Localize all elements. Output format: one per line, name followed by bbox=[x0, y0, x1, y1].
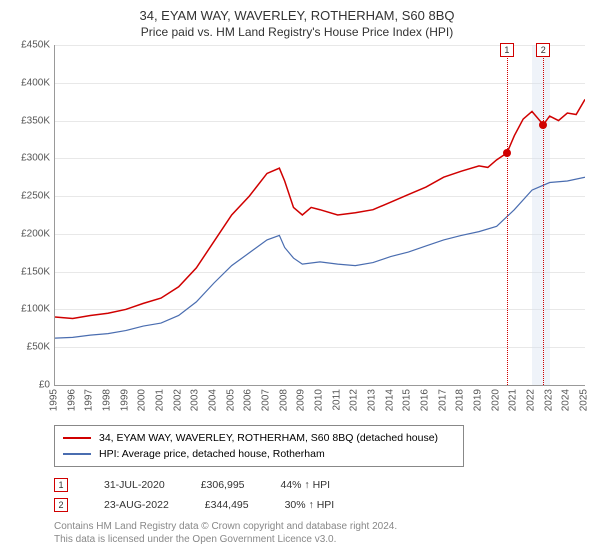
chart-container: 34, EYAM WAY, WAVERLEY, ROTHERHAM, S60 8… bbox=[0, 0, 600, 560]
xtick-label: 2018 bbox=[455, 389, 466, 411]
xtick-label: 2001 bbox=[155, 389, 166, 411]
ytick-label: £100K bbox=[6, 304, 50, 315]
disclaimer-line: This data is licensed under the Open Gov… bbox=[54, 534, 584, 547]
legend-item: 34, EYAM WAY, WAVERLEY, ROTHERHAM, S60 8… bbox=[63, 430, 455, 446]
legend-swatch bbox=[63, 453, 91, 455]
ytick-label: £350K bbox=[6, 115, 50, 126]
marker-box: 2 bbox=[536, 43, 550, 57]
xtick-label: 2009 bbox=[296, 389, 307, 411]
plot-area: 12 bbox=[54, 45, 585, 386]
series-line-property bbox=[55, 99, 585, 318]
ytick-label: £450K bbox=[6, 40, 50, 51]
marker-row: 2 23-AUG-2022 £344,495 30% ↑ HPI bbox=[54, 495, 584, 515]
xtick-label: 2013 bbox=[367, 389, 378, 411]
title-block: 34, EYAM WAY, WAVERLEY, ROTHERHAM, S60 8… bbox=[10, 8, 584, 39]
marker-badge: 2 bbox=[54, 498, 68, 512]
legend: 34, EYAM WAY, WAVERLEY, ROTHERHAM, S60 8… bbox=[54, 425, 464, 467]
series-line-hpi bbox=[55, 177, 585, 338]
ytick-label: £300K bbox=[6, 153, 50, 164]
xtick-label: 2017 bbox=[437, 389, 448, 411]
ytick-label: £50K bbox=[6, 342, 50, 353]
marker-delta: 30% ↑ HPI bbox=[285, 499, 335, 511]
legend-label: 34, EYAM WAY, WAVERLEY, ROTHERHAM, S60 8… bbox=[99, 432, 438, 444]
marker-box: 1 bbox=[500, 43, 514, 57]
disclaimer: Contains HM Land Registry data © Crown c… bbox=[54, 521, 584, 546]
xtick-label: 2010 bbox=[314, 389, 325, 411]
xtick-label: 2019 bbox=[473, 389, 484, 411]
xtick-label: 2003 bbox=[190, 389, 201, 411]
ytick-label: £150K bbox=[6, 266, 50, 277]
xtick-label: 1996 bbox=[66, 389, 77, 411]
marker-date: 31-JUL-2020 bbox=[104, 479, 165, 491]
xtick-label: 2007 bbox=[261, 389, 272, 411]
xtick-label: 2006 bbox=[243, 389, 254, 411]
marker-dot bbox=[539, 121, 547, 129]
xtick-label: 2014 bbox=[384, 389, 395, 411]
marker-badge: 1 bbox=[54, 478, 68, 492]
chart-area: £0£50K£100K£150K£200K£250K£300K£350K£400… bbox=[54, 45, 584, 385]
xtick-label: 2011 bbox=[331, 389, 342, 411]
marker-row: 1 31-JUL-2020 £306,995 44% ↑ HPI bbox=[54, 475, 584, 495]
xtick-label: 2024 bbox=[561, 389, 572, 411]
legend-swatch bbox=[63, 437, 91, 439]
ytick-label: £250K bbox=[6, 191, 50, 202]
legend-item: HPI: Average price, detached house, Roth… bbox=[63, 446, 455, 462]
chart-title: 34, EYAM WAY, WAVERLEY, ROTHERHAM, S60 8… bbox=[10, 8, 584, 23]
xtick-label: 2023 bbox=[543, 389, 554, 411]
marker-dot bbox=[503, 149, 511, 157]
marker-vline bbox=[507, 45, 508, 385]
line-svg bbox=[55, 45, 585, 385]
ytick-label: £200K bbox=[6, 228, 50, 239]
xtick-label: 1999 bbox=[119, 389, 130, 411]
marker-vline bbox=[543, 45, 544, 385]
marker-table: 1 31-JUL-2020 £306,995 44% ↑ HPI 2 23-AU… bbox=[54, 475, 584, 515]
xtick-label: 2008 bbox=[278, 389, 289, 411]
xtick-label: 1995 bbox=[49, 389, 60, 411]
xtick-label: 2005 bbox=[225, 389, 236, 411]
marker-date: 23-AUG-2022 bbox=[104, 499, 169, 511]
xtick-label: 2004 bbox=[208, 389, 219, 411]
xtick-label: 2021 bbox=[508, 389, 519, 411]
xtick-label: 2025 bbox=[579, 389, 590, 411]
xtick-label: 2000 bbox=[137, 389, 148, 411]
xtick-label: 1998 bbox=[102, 389, 113, 411]
legend-label: HPI: Average price, detached house, Roth… bbox=[99, 448, 325, 460]
ytick-label: £400K bbox=[6, 77, 50, 88]
xtick-label: 2020 bbox=[490, 389, 501, 411]
xtick-label: 1997 bbox=[84, 389, 95, 411]
disclaimer-line: Contains HM Land Registry data © Crown c… bbox=[54, 521, 584, 534]
marker-price: £344,495 bbox=[205, 499, 249, 511]
marker-delta: 44% ↑ HPI bbox=[281, 479, 331, 491]
xtick-label: 2016 bbox=[420, 389, 431, 411]
marker-price: £306,995 bbox=[201, 479, 245, 491]
xtick-label: 2002 bbox=[172, 389, 183, 411]
chart-subtitle: Price paid vs. HM Land Registry's House … bbox=[10, 25, 584, 39]
ytick-label: £0 bbox=[6, 380, 50, 391]
xtick-label: 2015 bbox=[402, 389, 413, 411]
xtick-label: 2012 bbox=[349, 389, 360, 411]
xtick-label: 2022 bbox=[526, 389, 537, 411]
